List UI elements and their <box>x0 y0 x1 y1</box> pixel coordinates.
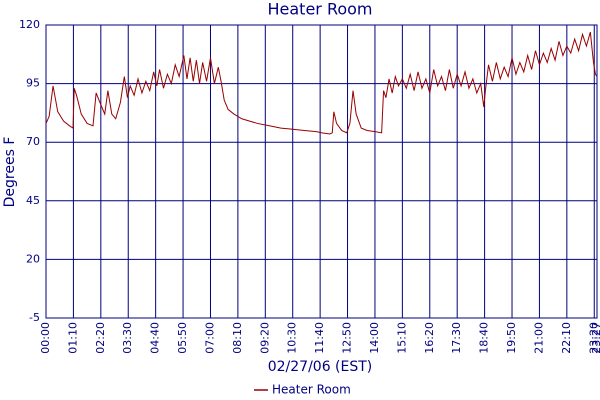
x-tick-label: 10:30 <box>286 322 299 354</box>
y-tick-label: 120 <box>19 18 40 31</box>
x-tick-label: 05:50 <box>176 322 189 354</box>
x-tick-label: 21:00 <box>532 322 545 354</box>
x-tick-label: 15:10 <box>395 322 408 354</box>
y-axis-title: Degrees F <box>2 137 18 208</box>
x-tick-label: 07:00 <box>203 322 216 354</box>
data-line <box>45 31 598 135</box>
x-tick-label: 01:10 <box>66 322 79 354</box>
y-tick-label: 70 <box>26 135 40 148</box>
x-tick-label: 11:40 <box>313 322 326 354</box>
y-tick-label: 45 <box>26 194 40 207</box>
x-tick-label: 17:30 <box>450 322 463 354</box>
x-tick-label: 23:20 <box>587 322 600 354</box>
x-tick-label: 22:10 <box>560 322 573 354</box>
y-tick-label: -5 <box>29 311 40 324</box>
x-tick-label: 14:00 <box>368 322 381 354</box>
y-tick-label: 95 <box>26 77 40 90</box>
x-axis-title: 02/27/06 (EST) <box>268 359 373 375</box>
x-tick-label: 02:20 <box>94 322 107 354</box>
x-tick-label: 08:10 <box>231 322 244 354</box>
legend-label: Heater Room <box>272 383 351 397</box>
x-tick-label: 19:50 <box>505 322 518 354</box>
x-tick-label: 00:00 <box>39 322 52 354</box>
y-tick-label: 20 <box>26 252 40 265</box>
x-tick-label: 18:40 <box>478 322 491 354</box>
x-tick-label: 12:50 <box>341 322 354 354</box>
x-tick-label: 16:20 <box>423 322 436 354</box>
x-tick-label: 23:27 <box>590 322 600 354</box>
x-tick-label: 09:20 <box>258 322 271 354</box>
x-tick-label: 04:40 <box>149 322 162 354</box>
plot-area <box>45 24 598 319</box>
x-tick-label: 03:30 <box>121 322 134 354</box>
chart-title: Heater Room <box>267 0 372 19</box>
